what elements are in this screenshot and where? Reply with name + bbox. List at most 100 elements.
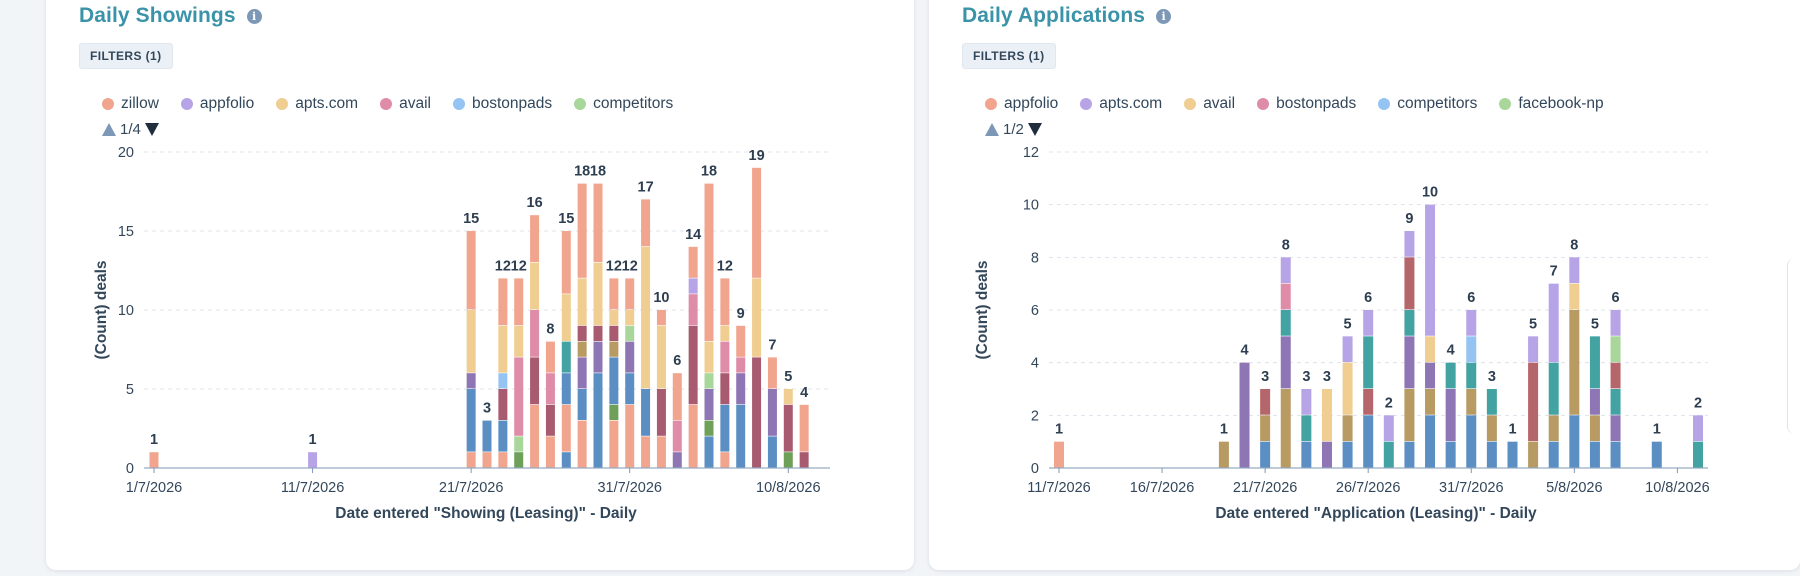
bar-segment xyxy=(1404,441,1415,468)
bar-segment xyxy=(1569,257,1580,284)
y-tick-label: 12 xyxy=(1023,145,1039,161)
legend-next-icon[interactable] xyxy=(1027,123,1042,136)
bar-segment xyxy=(1548,415,1559,442)
bar-segment xyxy=(1589,389,1600,415)
legend-item[interactable]: avail xyxy=(1184,95,1235,113)
bar-segment xyxy=(498,420,508,452)
bar-segment xyxy=(1054,441,1064,468)
x-tick-label: 26/7/2026 xyxy=(1336,480,1401,496)
bar-segment xyxy=(641,389,651,436)
bar-segment xyxy=(1342,415,1353,442)
bar-segment xyxy=(1404,389,1415,442)
bar-segment xyxy=(1280,310,1291,336)
side-panel-tab[interactable] xyxy=(1787,258,1800,434)
legend-swatch-icon xyxy=(574,98,587,110)
bar-segment xyxy=(609,404,619,420)
bar-total-label: 6 xyxy=(673,353,681,369)
legend-item[interactable]: zillow xyxy=(102,95,159,113)
bar-segment xyxy=(1445,362,1456,389)
bar-segment xyxy=(1528,441,1539,468)
bar-segment xyxy=(1610,441,1621,468)
bar-segment xyxy=(609,278,619,310)
legend-item[interactable]: appfolio xyxy=(180,95,254,113)
bar-segment xyxy=(498,389,508,420)
legend-swatch-icon xyxy=(380,98,393,110)
bar-segment xyxy=(625,404,635,468)
bar-segment xyxy=(593,341,603,373)
bar-segment xyxy=(1239,362,1250,468)
legend-next-icon[interactable] xyxy=(144,123,159,136)
legend-item[interactable]: avail xyxy=(380,95,431,113)
bar-segment xyxy=(704,373,714,389)
bar-segment xyxy=(1569,310,1580,415)
bar-segment xyxy=(561,452,571,468)
bar-total-label: 3 xyxy=(1261,369,1269,385)
bar-segment xyxy=(577,420,587,468)
filters-button[interactable]: FILTERS (1) xyxy=(962,43,1056,69)
bar-segment xyxy=(466,452,476,468)
bar-segment xyxy=(704,341,714,373)
bar-total-label: 16 xyxy=(527,195,543,211)
chart-title[interactable]: Daily Showings xyxy=(79,4,236,27)
bar-segment xyxy=(609,325,619,341)
x-tick-label: 11/7/2026 xyxy=(1027,480,1090,496)
legend-swatch-icon xyxy=(985,98,997,110)
legend-item[interactable]: bostonpads xyxy=(452,95,552,113)
bar-total-label: 8 xyxy=(546,322,554,338)
bar-segment xyxy=(482,452,492,468)
bar-segment xyxy=(799,452,809,468)
chart-title[interactable]: Daily Applications xyxy=(962,4,1146,27)
legend-swatch-icon xyxy=(452,98,465,110)
bar-total-label: 3 xyxy=(1488,369,1496,385)
legend-label: avail xyxy=(1203,95,1236,112)
legend-item[interactable]: appfolio xyxy=(985,95,1058,113)
bar-segment xyxy=(1445,389,1456,442)
bar-segment xyxy=(577,357,587,389)
bar-segment xyxy=(656,310,666,326)
bar-segment xyxy=(609,310,619,326)
bar-total-label: 6 xyxy=(1467,290,1475,306)
filters-button[interactable]: FILTERS (1) xyxy=(79,43,173,69)
bar-total-label: 2 xyxy=(1694,395,1702,411)
bar-segment xyxy=(1466,415,1477,468)
info-icon[interactable]: i xyxy=(246,8,262,24)
bar-segment xyxy=(1548,441,1559,468)
bar-segment xyxy=(672,420,682,452)
bar-segment xyxy=(641,199,651,247)
legend-label: appfolio xyxy=(1004,95,1059,112)
bar-segment xyxy=(799,404,809,452)
legend-item[interactable]: competitors xyxy=(574,95,673,113)
bar-total-label: 9 xyxy=(737,306,745,322)
y-tick-label: 10 xyxy=(1023,198,1039,214)
legend-prev-icon[interactable] xyxy=(102,123,116,136)
bar-segment xyxy=(561,294,571,341)
legend-item[interactable]: apts.com xyxy=(276,95,358,113)
bar-segment xyxy=(704,420,714,436)
legend-prev-icon[interactable] xyxy=(985,123,999,136)
bar-segment xyxy=(1425,204,1436,336)
legend-item[interactable]: competitors xyxy=(1378,95,1477,113)
bar-segment xyxy=(1321,441,1332,468)
legend-item[interactable]: apts.com xyxy=(1080,95,1162,113)
bar-segment xyxy=(308,452,318,468)
bar-total-label: 4 xyxy=(1240,343,1248,359)
legend-pager: 1/4 xyxy=(102,121,159,138)
bar-segment xyxy=(1425,336,1436,363)
bar-segment xyxy=(577,278,587,326)
bar-segment xyxy=(149,452,159,468)
info-icon[interactable]: i xyxy=(1156,8,1172,24)
bar-segment xyxy=(752,167,762,278)
bar-segment xyxy=(593,262,603,326)
bar-segment xyxy=(625,373,635,405)
bar-segment xyxy=(767,436,777,468)
x-axis-title: Date entered "Application (Leasing)" - D… xyxy=(1215,505,1537,522)
bar-segment xyxy=(1260,415,1271,442)
legend-label: competitors xyxy=(1397,95,1478,112)
legend-item[interactable]: facebook-np xyxy=(1499,95,1604,113)
bar-total-label: 8 xyxy=(1282,237,1290,253)
bar-segment xyxy=(625,341,635,373)
bar-segment xyxy=(704,389,714,420)
y-tick-label: 0 xyxy=(1031,461,1039,477)
legend-item[interactable]: bostonpads xyxy=(1257,95,1356,113)
legend-swatch-icon xyxy=(1378,98,1391,110)
